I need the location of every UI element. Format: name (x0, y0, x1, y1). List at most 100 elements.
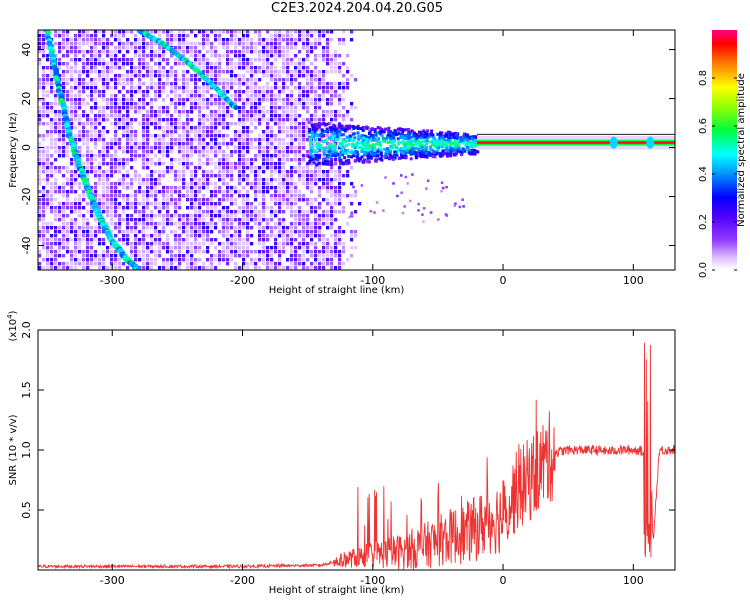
transition-cell (418, 151, 422, 155)
noise-cell (42, 74, 46, 78)
noise-cell (54, 150, 58, 154)
noise-cell (330, 62, 334, 66)
x-tick-label: -300 (100, 574, 125, 587)
noise-cell (158, 138, 162, 142)
tail-cell (350, 213, 353, 217)
noise-cell (82, 254, 86, 258)
noise-cell (178, 138, 182, 142)
noise-cell (150, 134, 154, 138)
transition-cell (363, 146, 367, 150)
noise-cell (270, 94, 274, 98)
noise-cell (78, 214, 82, 218)
noise-cell (322, 110, 326, 114)
noise-cell (306, 230, 310, 234)
noise-cell (346, 78, 350, 82)
noise-cell (42, 186, 46, 190)
noise-cell (138, 62, 142, 66)
noise-cell (210, 102, 214, 106)
noise-cell (182, 34, 186, 38)
colorbar-swatch (712, 256, 737, 259)
noise-cell (58, 218, 62, 222)
noise-cell (158, 86, 162, 90)
noise-cell (54, 42, 58, 46)
noise-cell (162, 50, 166, 54)
transition-cell (436, 145, 440, 149)
noise-cell (150, 118, 154, 122)
noise-cell (318, 186, 322, 190)
noise-cell (242, 222, 246, 226)
noise-cell (266, 82, 270, 86)
noise-cell (102, 174, 106, 178)
noise-cell (122, 118, 126, 122)
noise-cell (202, 138, 206, 142)
noise-cell (190, 234, 194, 238)
noise-cell (118, 222, 122, 226)
noise-cell (130, 194, 134, 198)
transition-cell (346, 135, 350, 139)
noise-cell (338, 38, 342, 42)
noise-cell (142, 198, 146, 202)
noise-cell (102, 170, 106, 174)
noise-cell (58, 66, 62, 70)
noise-cell (198, 158, 202, 162)
noise-cell (326, 262, 330, 266)
noise-cell (110, 62, 114, 66)
noise-cell (266, 66, 270, 70)
noise-cell (170, 222, 174, 226)
noise-cell (186, 110, 190, 114)
noise-cell (50, 222, 54, 226)
noise-cell (58, 50, 62, 54)
noise-cell (54, 230, 58, 234)
noise-cell (162, 58, 166, 62)
noise-cell (206, 230, 210, 234)
noise-cell (94, 158, 98, 162)
noise-cell (106, 46, 110, 50)
noise-cell (210, 122, 214, 126)
noise-cell (242, 98, 246, 102)
colorbar-swatch (712, 30, 737, 33)
noise-cell (122, 178, 126, 182)
noise-cell (150, 210, 154, 214)
noise-cell (62, 242, 66, 246)
noise-cell (178, 150, 182, 154)
noise-cell (330, 30, 334, 34)
noise-cell (286, 134, 290, 138)
noise-cell (326, 46, 330, 50)
noise-cell (250, 46, 254, 50)
noise-cell (222, 170, 226, 174)
transition-cell (387, 156, 391, 160)
noise-cell (98, 198, 102, 202)
noise-cell (274, 222, 278, 226)
noise-cell (82, 262, 86, 266)
noise-cell (258, 234, 262, 238)
noise-cell (82, 98, 86, 102)
transition-cell (340, 133, 344, 137)
noise-cell (94, 170, 98, 174)
transition-cell (353, 143, 356, 147)
noise-cell (166, 106, 170, 110)
noise-cell (78, 82, 82, 86)
transition-cell (444, 139, 448, 143)
noise-cell (294, 158, 298, 162)
noise-cell (78, 246, 82, 250)
transition-cell (312, 161, 316, 165)
colorbar-swatch (712, 44, 737, 47)
noise-cell (162, 174, 166, 178)
noise-cell (38, 114, 42, 118)
noise-cell (214, 126, 218, 130)
transition-cell (371, 153, 375, 157)
noise-cell (178, 46, 182, 50)
noise-cell (318, 82, 322, 86)
noise-cell (130, 82, 134, 86)
noise-cell (274, 30, 278, 34)
noise-cell (226, 174, 230, 178)
noise-cell (90, 214, 94, 218)
colorbar-swatch (712, 252, 737, 255)
noise-cell (338, 42, 342, 46)
noise-cell (54, 158, 58, 162)
noise-cell (166, 42, 170, 46)
noise-cell (98, 182, 102, 186)
noise-cell (38, 82, 42, 86)
noise-cell (114, 194, 118, 198)
noise-cell (194, 238, 198, 242)
